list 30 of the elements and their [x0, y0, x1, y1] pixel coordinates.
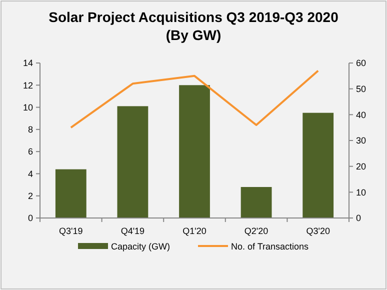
chart-subtitle: (By GW) — [166, 27, 222, 43]
legend-label: No. of Transactions — [231, 241, 310, 252]
y2-tick-label: 50 — [356, 84, 366, 94]
bar — [179, 85, 210, 218]
y2-tick-label: 20 — [356, 161, 366, 172]
x-tick-label: Q3'19 — [59, 226, 83, 236]
y2-tick-label: 40 — [356, 110, 366, 120]
x-tick-label: Q3'20 — [306, 226, 330, 236]
y-tick-label: 4 — [28, 168, 33, 179]
y2-tick-label: 10 — [356, 187, 366, 198]
x-tick-label: Q2'20 — [244, 226, 268, 236]
bar — [117, 106, 148, 218]
x-tick-label: Q1'20 — [182, 226, 206, 236]
y-tick-label: 8 — [28, 124, 33, 135]
x-tick-label: Q4'19 — [120, 226, 145, 236]
y-tick-label: 12 — [22, 80, 33, 90]
y2-tick-label: 30 — [356, 136, 366, 146]
y-tick-label: 2 — [28, 191, 33, 202]
legend-label: Capacity (GW) — [111, 241, 170, 252]
y-tick-label: 0 — [28, 213, 33, 224]
bar — [240, 187, 272, 218]
y-tick-label: 6 — [28, 146, 33, 157]
bar — [302, 112, 334, 218]
y-tick-label: 10 — [22, 102, 33, 112]
bar — [55, 169, 86, 218]
line-series — [70, 70, 320, 129]
y-tick-label: 14 — [22, 58, 33, 68]
y2-tick-label: 0 — [356, 213, 362, 224]
y2-tick-label: 60 — [356, 58, 366, 68]
chart-title: Solar Project Acquisitions Q3 2019-Q3 2020 — [48, 9, 339, 25]
